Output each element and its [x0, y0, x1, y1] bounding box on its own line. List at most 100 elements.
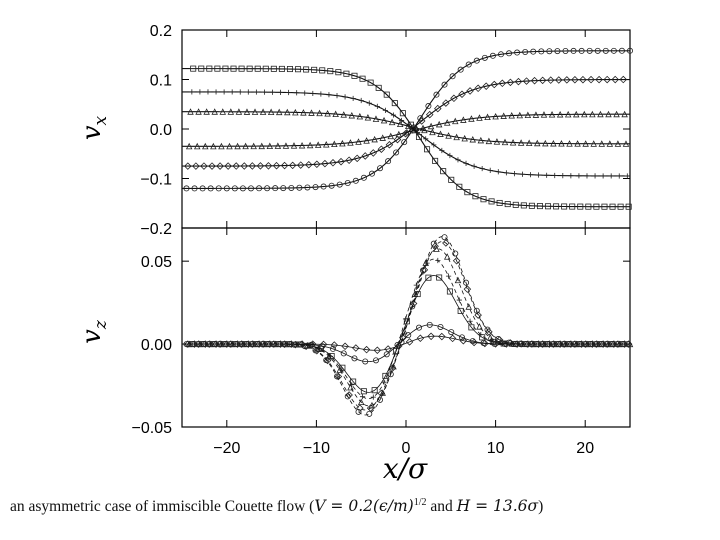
top-data-point	[554, 48, 561, 55]
bottom-data-point	[468, 324, 475, 331]
top-data-point	[324, 110, 331, 117]
top-data-point	[606, 140, 614, 147]
top-data-point	[566, 140, 573, 147]
vz-axis-label: vz	[77, 319, 111, 344]
top-data-point	[190, 65, 197, 72]
top-data-point	[215, 185, 222, 192]
top-data-point	[321, 159, 329, 168]
bottom-data-point	[381, 379, 387, 385]
top-data-point	[489, 52, 496, 59]
top-data-point	[323, 141, 330, 148]
bottom-data-point	[513, 340, 521, 348]
top-data-point	[560, 173, 566, 179]
bottom-data-point	[427, 332, 435, 341]
top-data-point	[496, 199, 503, 206]
top-data-point	[237, 89, 243, 95]
bottom-data-point	[399, 334, 407, 342]
bottom-data-point	[371, 387, 378, 394]
top-data-point	[406, 123, 413, 129]
bottom-data-point	[424, 260, 430, 266]
top-data-point	[465, 61, 472, 68]
bottom-data-point	[405, 332, 412, 339]
top-data-point	[195, 108, 202, 115]
top-data-point	[348, 111, 356, 119]
top-data-point	[193, 142, 201, 150]
bottom-data-point	[556, 340, 564, 348]
top-ytick-label: 0.2	[150, 23, 172, 40]
top-data-point	[448, 176, 455, 183]
top-data-point	[525, 139, 533, 147]
top-data-point	[627, 47, 634, 54]
top-data-point	[589, 110, 596, 118]
vz-panel: 0.05 0.00 −0.05 −20 −10 0 10 20	[132, 227, 634, 457]
top-data-point	[203, 108, 210, 115]
top-data-point	[608, 173, 614, 179]
top-data-point	[578, 47, 585, 54]
top-data-point	[421, 126, 428, 134]
top-data-point	[563, 76, 571, 84]
top-data-point	[540, 111, 548, 118]
top-data-point	[185, 142, 193, 150]
top-data-point	[282, 142, 290, 149]
top-data-point	[308, 109, 315, 116]
top-data-point	[490, 80, 499, 89]
top-data-point	[213, 89, 219, 95]
bottom-data-point	[349, 382, 355, 388]
top-data-point	[250, 142, 257, 150]
bottom-ytick-label: −0.05	[132, 420, 173, 437]
bottom-data-point	[448, 329, 455, 336]
top-data-point	[205, 89, 211, 95]
top-data-point	[437, 130, 444, 137]
vx-axis-label-main: v	[77, 125, 107, 140]
bottom-data-point	[446, 288, 453, 295]
top-data-point	[305, 160, 313, 169]
bottom-data-point	[379, 389, 386, 396]
top-data-point	[246, 65, 253, 72]
top-data-point	[230, 65, 237, 72]
top-data-point	[477, 136, 485, 144]
top-data-point	[500, 112, 507, 119]
top-data-point	[579, 75, 587, 84]
bottom-data-point	[426, 321, 433, 328]
top-data-point	[352, 177, 359, 184]
bottom-data-point	[307, 342, 314, 349]
top-data-point	[296, 161, 305, 169]
top-data-point	[267, 108, 275, 115]
bottom-data-point	[223, 340, 231, 348]
top-data-point	[314, 141, 322, 148]
bottom-data-point	[442, 239, 450, 247]
x-tick-label: 0	[402, 440, 411, 457]
bottom-data-point	[317, 345, 324, 352]
top-data-point	[570, 47, 577, 54]
bottom-data-point	[350, 378, 357, 385]
top-data-point	[519, 171, 526, 177]
top-data-point	[450, 94, 458, 103]
vx-axis-label-sub: x	[91, 115, 111, 125]
bottom-data-point	[201, 340, 210, 348]
top-data-point	[463, 160, 469, 166]
bottom-data-point	[620, 340, 629, 348]
top-data-point	[269, 89, 276, 95]
bottom-data-point	[370, 394, 376, 400]
top-data-point	[300, 109, 307, 116]
bottom-data-point	[233, 340, 242, 348]
top-data-point	[393, 135, 402, 144]
bottom-data-point	[567, 340, 575, 348]
top-data-point	[242, 142, 249, 150]
bottom-ytick-label: 0.00	[141, 337, 172, 354]
top-data-point	[197, 89, 203, 95]
top-data-point	[517, 139, 525, 146]
bottom-data-point	[403, 318, 410, 325]
top-data-point	[424, 146, 431, 153]
bottom-data-point	[334, 373, 341, 380]
top-data-point	[238, 65, 245, 72]
top-data-point	[594, 47, 601, 54]
bottom-data-point	[452, 257, 461, 265]
top-data-point	[611, 75, 619, 84]
bottom-data-point	[362, 358, 369, 365]
top-data-point	[292, 108, 299, 116]
top-data-point	[598, 140, 606, 147]
top-data-point	[280, 161, 289, 170]
bottom-data-point	[534, 340, 543, 348]
bottom-data-point	[420, 266, 429, 274]
